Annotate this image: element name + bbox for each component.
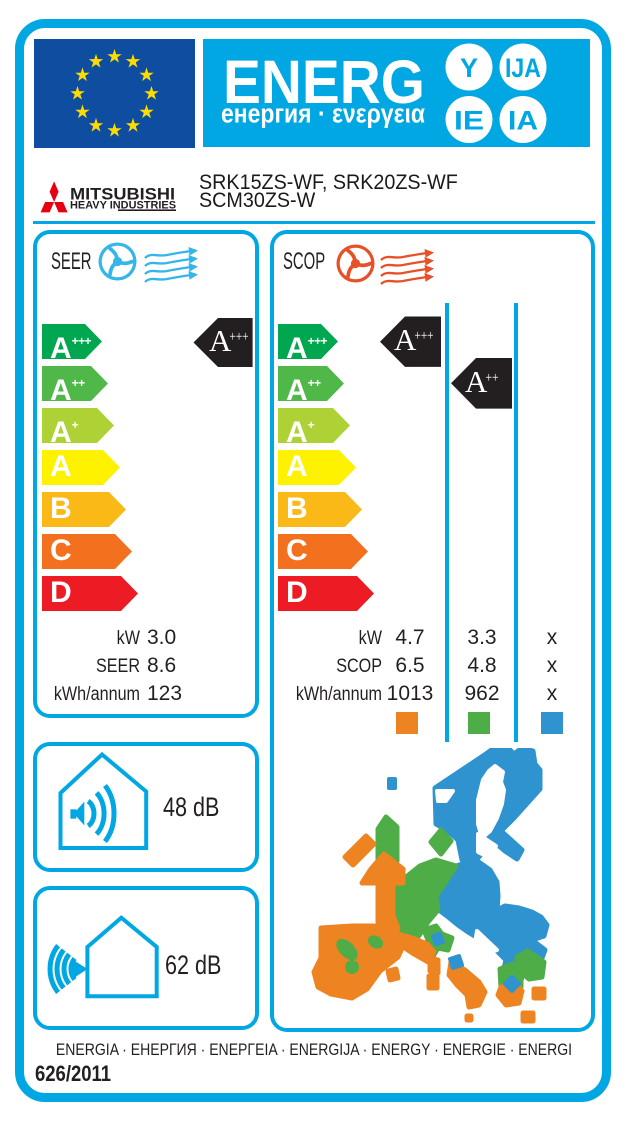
- svg-text:A: A: [394, 322, 417, 357]
- svg-text:A: A: [465, 364, 488, 399]
- svg-text:A: A: [209, 323, 232, 358]
- svg-text:Y: Y: [460, 53, 478, 83]
- svg-text:енергия · ενεργεια: енергия · ενεργεια: [221, 99, 425, 129]
- svg-text:IJA: IJA: [505, 53, 541, 83]
- svg-text:ENERG: ENERG: [223, 48, 425, 116]
- svg-text:++: ++: [486, 370, 499, 386]
- svg-text:IE: IE: [454, 106, 484, 136]
- svg-text:+++: +++: [230, 329, 249, 345]
- svg-text:+++: +++: [415, 328, 434, 344]
- svg-text:HEAVY INDUSTRIES: HEAVY INDUSTRIES: [70, 200, 176, 212]
- svg-text:MITSUBISHI: MITSUBISHI: [70, 184, 175, 203]
- svg-text:IA: IA: [508, 106, 538, 136]
